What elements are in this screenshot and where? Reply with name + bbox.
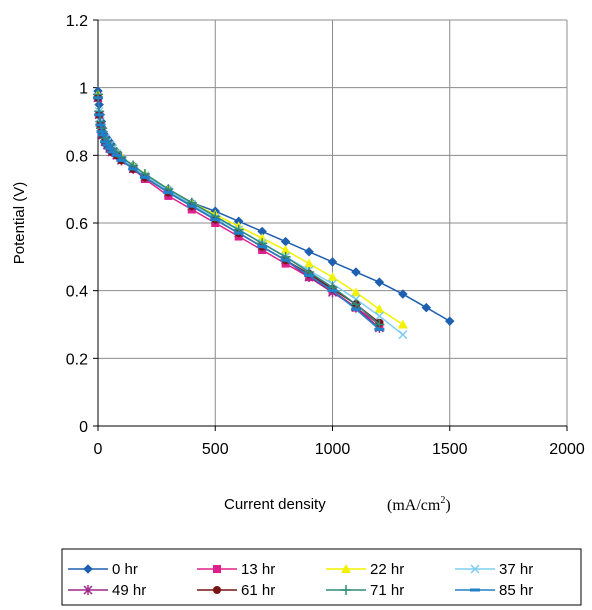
data-point-85-hr: [186, 204, 197, 208]
data-point-85-hr: [100, 140, 111, 144]
y-tick-label: 1: [79, 81, 88, 98]
data-point-71-hr: [374, 319, 385, 330]
legend-item-85-hr: 85 hr: [455, 582, 533, 599]
legend-item-13-hr: 13 hr: [197, 561, 275, 578]
x-tick-label: 500: [202, 441, 229, 458]
legend-item-61-hr: 61 hr: [197, 582, 275, 599]
legend-label: 85 hr: [499, 582, 533, 599]
legend: 0 hr 13 hr 22 hr 37 hr 49 hr 61 hr 71 hr 85 hr: [68, 561, 533, 599]
y-tick-label: 0.2: [66, 351, 88, 368]
data-point-85-hr: [97, 133, 108, 137]
data-point-85-hr: [96, 130, 107, 134]
tick-labels: 0 500 1000 1500 2000 0 0.2 0.4 0.6 0.8 1 1.2: [66, 13, 585, 458]
series-group: [93, 86, 455, 340]
data-point-85-hr: [111, 153, 122, 157]
legend-item-49-hr: 49 hr: [68, 582, 146, 599]
data-point-85-hr: [350, 307, 361, 311]
legend-label: 61 hr: [241, 582, 275, 599]
data-point-85-hr: [257, 245, 268, 249]
data-point-85-hr: [93, 96, 103, 100]
legend-item-0-hr: 0 hr: [68, 561, 138, 578]
data-point-85-hr: [163, 191, 174, 195]
data-point-85-hr: [116, 158, 127, 162]
legend-box: [61, 548, 582, 606]
y-axis-label: Potential (V): [11, 182, 28, 265]
legend-item-37-hr: 37 hr: [455, 561, 533, 578]
y-tick-label: 0: [79, 419, 88, 436]
x-axis-unit-main: (mA/cm: [387, 497, 441, 514]
data-point-85-hr: [104, 147, 115, 151]
data-point-37-hr: [398, 330, 408, 340]
data-point-0-hr: [374, 277, 385, 288]
data-point-85-hr: [102, 143, 113, 147]
x-axis-unit: (mA/cm2): [387, 495, 451, 514]
legend-swatch-marker: [213, 565, 221, 573]
data-point-37-hr: [374, 311, 384, 321]
data-point-85-hr: [304, 273, 315, 277]
y-tick-label: 0.4: [66, 284, 88, 301]
data-point-85-hr: [280, 258, 291, 262]
x-axis-unit-close: ): [445, 497, 450, 514]
data-point-22-hr: [374, 304, 385, 314]
legend-swatch-marker: [213, 586, 221, 594]
x-tick-label: 1000: [315, 441, 351, 458]
data-point-85-hr: [139, 175, 150, 179]
legend-label: 0 hr: [112, 561, 138, 578]
legend-swatch-marker: [83, 564, 93, 574]
data-point-0-hr: [327, 257, 338, 267]
data-point-0-hr: [304, 246, 314, 257]
data-point-0-hr: [421, 302, 432, 313]
data-point-85-hr: [94, 113, 105, 117]
data-point-85-hr: [374, 328, 385, 332]
y-tick-label: 0.8: [66, 148, 88, 165]
data-point-85-hr: [233, 231, 244, 235]
data-point-85-hr: [95, 123, 106, 127]
data-point-0-hr: [397, 289, 408, 299]
legend-label: 37 hr: [499, 561, 533, 578]
data-point-22-hr: [350, 287, 361, 297]
x-axis-label: Current density: [224, 496, 326, 513]
legend-label: 13 hr: [241, 561, 275, 578]
legend-swatch-marker: [83, 585, 93, 595]
data-point-0-hr: [351, 267, 361, 277]
legend-label: 49 hr: [112, 582, 146, 599]
data-point-71-hr: [350, 299, 361, 310]
legend-item-71-hr: 71 hr: [326, 582, 404, 599]
x-tick-label: 0: [94, 441, 103, 458]
data-point-85-hr: [327, 289, 338, 293]
data-point-85-hr: [107, 150, 118, 154]
legend-item-22-hr: 22 hr: [326, 561, 404, 578]
data-point-22-hr: [304, 258, 315, 268]
legend-swatch-marker: [470, 588, 480, 592]
legend-label: 71 hr: [370, 582, 404, 599]
y-tick-label: 0.6: [66, 216, 88, 233]
x-tick-label: 2000: [549, 441, 585, 458]
legend-swatch-marker: [341, 585, 351, 595]
x-axis-label-group: Current density (mA/cm2): [224, 495, 451, 514]
data-point-22-hr: [397, 319, 408, 329]
legend-label: 22 hr: [370, 561, 404, 578]
y-tick-label: 1.2: [66, 13, 88, 30]
legend-swatch-marker: [470, 564, 480, 574]
series-85-hr: [93, 96, 385, 332]
x-tick-label: 1500: [432, 441, 468, 458]
data-point-85-hr: [210, 218, 221, 222]
legend-swatch-marker: [341, 564, 351, 573]
data-point-22-hr: [280, 245, 291, 255]
data-point-85-hr: [128, 167, 139, 171]
data-point-0-hr: [444, 316, 455, 326]
data-point-22-hr: [327, 272, 338, 282]
x-axis-unit-sup: 2: [440, 495, 445, 506]
